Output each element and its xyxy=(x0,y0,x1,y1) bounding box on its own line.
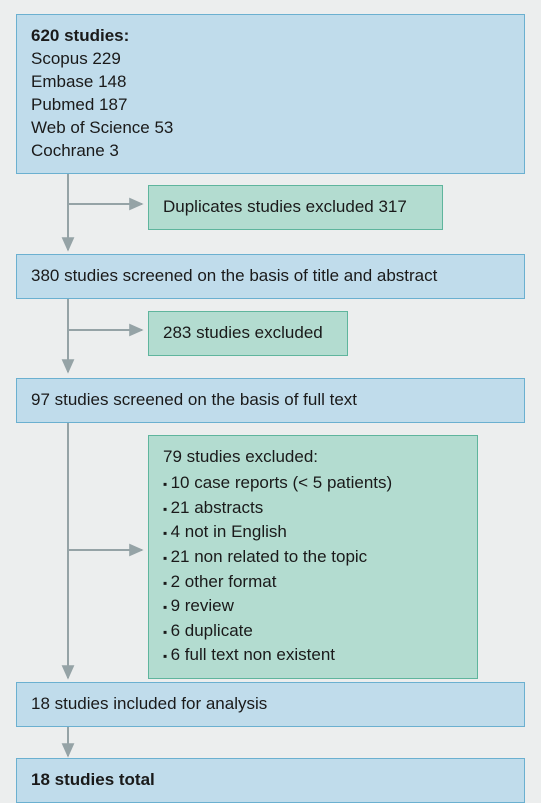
excl-reason: 21 abstracts xyxy=(163,496,463,521)
box-excluded-duplicates: Duplicates studies excluded 317 xyxy=(148,185,443,230)
identified-source: Web of Science 53 xyxy=(31,117,510,140)
identified-source: Pubmed 187 xyxy=(31,94,510,117)
box-excluded-title-abstract: 283 studies excluded xyxy=(148,311,348,356)
total-text: 18 studies total xyxy=(31,770,155,789)
box-screened-fulltext: 97 studies screened on the basis of full… xyxy=(16,378,525,423)
included-text: 18 studies included for analysis xyxy=(31,694,267,713)
screened-ta-text: 380 studies screened on the basis of tit… xyxy=(31,266,437,285)
excluded-ft-header: 79 studies excluded: xyxy=(163,446,463,469)
box-excluded-fulltext: 79 studies excluded: 10 case reports (< … xyxy=(148,435,478,679)
excl-reason: 4 not in English xyxy=(163,520,463,545)
identified-source: Scopus 229 xyxy=(31,48,510,71)
excl-reason: 6 full text non existent xyxy=(163,643,463,668)
excl-reason: 2 other format xyxy=(163,570,463,595)
box-included: 18 studies included for analysis xyxy=(16,682,525,727)
excl-reason: 9 review xyxy=(163,594,463,619)
box-total: 18 studies total xyxy=(16,758,525,803)
box-identified: 620 studies: Scopus 229 Embase 148 Pubme… xyxy=(16,14,525,174)
excl-reason: 10 case reports (< 5 patients) xyxy=(163,471,463,496)
box-screened-title-abstract: 380 studies screened on the basis of tit… xyxy=(16,254,525,299)
identified-source: Cochrane 3 xyxy=(31,140,510,163)
excluded-ta-text: 283 studies excluded xyxy=(163,323,323,342)
excl-reason: 21 non related to the topic xyxy=(163,545,463,570)
identified-header: 620 studies: xyxy=(31,25,510,48)
excl-reason: 6 duplicate xyxy=(163,619,463,644)
excluded-ft-reasons: 10 case reports (< 5 patients) 21 abstra… xyxy=(163,471,463,668)
screened-ft-text: 97 studies screened on the basis of full… xyxy=(31,390,357,409)
identified-source: Embase 148 xyxy=(31,71,510,94)
excluded-duplicates-text: Duplicates studies excluded 317 xyxy=(163,197,407,216)
